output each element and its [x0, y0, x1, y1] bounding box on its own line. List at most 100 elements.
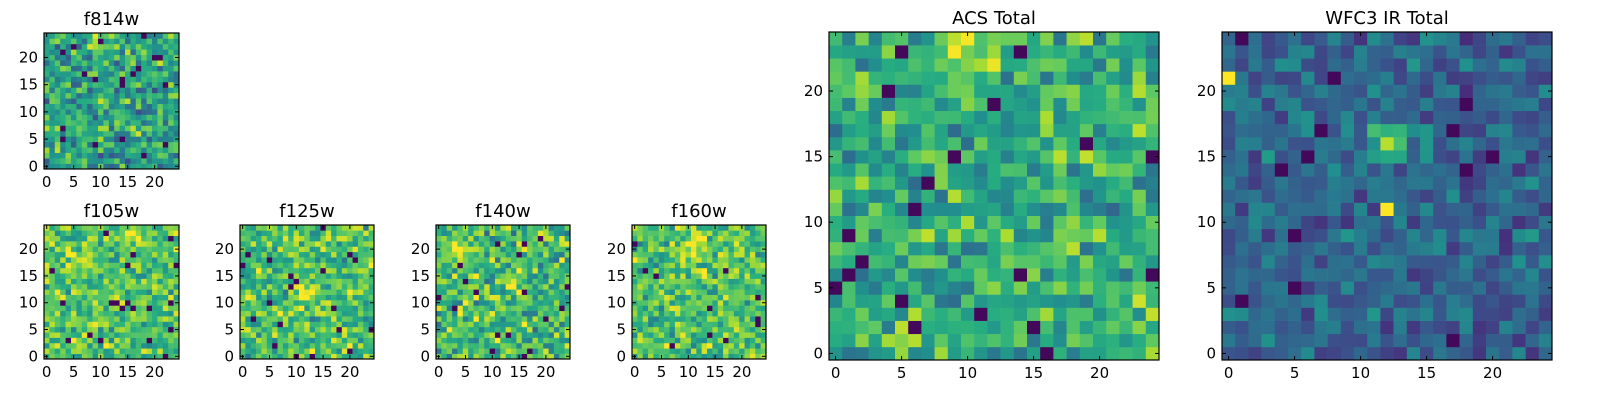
heatmap-cell: [462, 241, 469, 247]
heatmap-cell: [1119, 320, 1133, 335]
heatmap-cell: [103, 141, 110, 148]
heatmap-cell: [245, 348, 252, 354]
heatmap-cell: [125, 54, 131, 61]
heatmap-cell: [315, 230, 321, 237]
heatmap-cell: [947, 346, 962, 361]
heatmap-cell: [505, 310, 512, 317]
heatmap-cell: [707, 321, 713, 328]
heatmap-cell: [553, 246, 560, 253]
heatmap-cell: [1486, 294, 1500, 308]
heatmap-cell: [1314, 189, 1328, 203]
heatmap-cell: [1013, 150, 1028, 164]
heatmap-cell: [261, 235, 268, 242]
heatmap-cell: [564, 241, 571, 247]
heatmap-cell: [462, 321, 469, 328]
heatmap-cell: [1000, 97, 1015, 112]
heatmap-cell: [320, 342, 327, 349]
heatmap-cell: [1079, 45, 1094, 59]
heatmap-cell: [642, 348, 649, 354]
heatmap-cell: [103, 283, 110, 290]
heatmap-cell: [921, 136, 935, 151]
heatmap-cell: [325, 230, 332, 237]
heatmap-cell: [304, 235, 310, 242]
heatmap-cell: [1261, 163, 1276, 177]
heatmap-cell: [1327, 215, 1342, 230]
heatmap-cell: [1106, 294, 1120, 308]
heatmap-cell: [543, 235, 549, 242]
heatmap-cell: [1525, 176, 1540, 190]
heatmap-cell: [868, 32, 883, 46]
heatmap-cell: [357, 326, 364, 333]
heatmap-cell: [119, 257, 126, 263]
heatmap-cell: [473, 262, 480, 269]
heatmap-cell: [494, 262, 501, 269]
heatmap-cell: [733, 316, 740, 322]
heatmap-cell: [98, 87, 104, 94]
heatmap-cell: [564, 305, 571, 312]
heatmap-cell: [553, 273, 560, 279]
heatmap-cell: [1261, 176, 1276, 190]
heatmap-cell: [701, 251, 708, 258]
heatmap-cell: [1066, 163, 1081, 177]
heatmap-cell: [54, 246, 61, 253]
heatmap-cell: [559, 305, 565, 312]
heatmap-cell: [277, 289, 284, 295]
heatmap-cell: [1420, 307, 1434, 321]
y-tick-label: 5: [224, 321, 234, 339]
heatmap-cell: [261, 230, 268, 237]
heatmap-cell: [1354, 241, 1368, 256]
heatmap-cell: [250, 283, 257, 290]
heatmap-cell: [484, 251, 490, 258]
heatmap-cell: [648, 246, 654, 253]
heatmap-cell: [336, 337, 343, 344]
heatmap-cell: [1538, 150, 1553, 164]
heatmap-cell: [868, 333, 883, 348]
heatmap-cell: [352, 337, 359, 344]
heatmap-cell: [648, 235, 654, 242]
heatmap-cell: [1040, 333, 1054, 348]
heatmap-cell: [680, 267, 686, 274]
heatmap-cell: [1235, 255, 1249, 269]
heatmap-cell: [87, 43, 93, 50]
heatmap-cell: [685, 235, 692, 242]
heatmap-cell: [256, 273, 262, 279]
heatmap-cell: [1222, 150, 1236, 164]
heatmap-cell: [114, 152, 120, 159]
heatmap-cell: [92, 92, 99, 99]
heatmap-cell: [934, 97, 949, 112]
heatmap-cell: [347, 262, 353, 269]
heatmap-cell: [974, 189, 988, 203]
heatmap-cell: [87, 278, 93, 285]
heatmap-cell: [71, 316, 77, 322]
heatmap-cell: [1274, 136, 1289, 151]
x-tick-label: 10: [958, 364, 977, 382]
heatmap-cell: [245, 305, 252, 312]
heatmap-cell: [1079, 163, 1094, 177]
heatmap-cell: [1261, 45, 1276, 59]
heatmap-cell: [494, 348, 501, 354]
heatmap-cell: [114, 316, 120, 322]
heatmap-cell: [293, 305, 300, 312]
heatmap-cell: [1301, 202, 1315, 216]
heatmap-cell: [1380, 150, 1394, 164]
heatmap-cell: [92, 65, 99, 72]
heatmap-cell: [908, 136, 922, 151]
heatmap-cell: [1525, 255, 1540, 269]
heatmap-cell: [60, 278, 66, 285]
heatmap-cell: [921, 294, 935, 308]
heatmap-cell: [65, 353, 72, 360]
heatmap-cell: [881, 268, 896, 282]
heatmap-cell: [272, 225, 278, 231]
heatmap-cell: [272, 300, 278, 306]
heatmap-cell: [755, 235, 761, 242]
heatmap-cell: [712, 267, 719, 274]
heatmap-cell: [261, 241, 268, 247]
heatmap-cell: [855, 97, 869, 112]
heatmap-cell: [452, 267, 458, 274]
heatmap-cell: [81, 321, 88, 328]
heatmap-cell: [130, 225, 137, 231]
heatmap-cell: [65, 235, 72, 242]
heatmap-cell: [690, 316, 697, 322]
heatmap-cell: [441, 267, 448, 274]
heatmap-cell: [288, 294, 294, 301]
